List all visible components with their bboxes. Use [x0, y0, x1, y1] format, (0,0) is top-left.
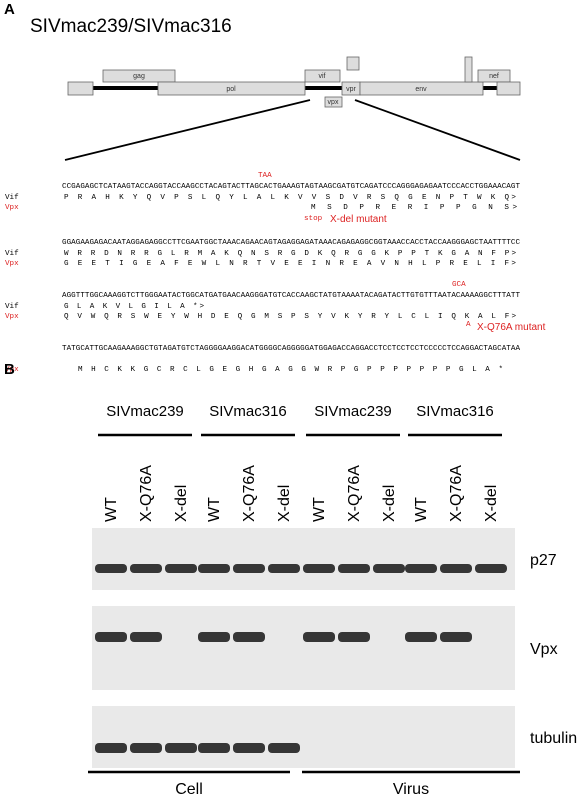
band	[440, 632, 472, 642]
row-label: Vif	[5, 194, 19, 202]
gene-label: nef	[489, 73, 499, 80]
band	[405, 632, 437, 642]
row-label: Vpx	[5, 204, 19, 212]
band	[130, 743, 162, 753]
lane-label: X-Q76A	[346, 465, 363, 522]
vpx-protein: M H C K K G C R C L G E G H G A G G W R …	[78, 366, 503, 374]
band	[338, 564, 370, 573]
group-label: SIVmac239	[106, 403, 184, 420]
codon-change: GCA	[452, 281, 466, 289]
lane-label: X-del	[483, 485, 500, 522]
lane-label: WT	[206, 497, 223, 522]
blot-panel	[92, 606, 515, 690]
sequence: TAA CCGAGAGCTCATAAGTACCAGGTACCAAGCCTACAG…	[5, 172, 546, 374]
band	[165, 564, 197, 573]
vpx-protein: M S D P R E R I P P G N S>	[311, 204, 517, 212]
western-blot: SIVmac239 WT X-Q76A X-del SIVmac316 WT X-Q76A X…	[88, 403, 577, 798]
band	[233, 743, 265, 753]
lane-label: X-Q76A	[448, 465, 465, 522]
mutation-codon: A	[466, 321, 471, 329]
blot-panel	[92, 706, 515, 768]
group-label: SIVmac239	[314, 403, 392, 420]
gene-label: vpr	[346, 86, 356, 93]
band	[95, 632, 127, 642]
lane-label: X-del	[173, 485, 190, 522]
mutation-note: X-Q76A mutant	[477, 322, 546, 333]
group-label: SIVmac316	[416, 403, 494, 420]
band	[198, 564, 230, 573]
lane-label: WT	[103, 497, 120, 522]
lane-label: WT	[413, 497, 430, 522]
band	[130, 632, 162, 642]
gene-label: vif	[319, 73, 326, 80]
row-label: tubulin	[530, 730, 577, 747]
gene-label: vpx	[328, 99, 339, 106]
band	[303, 632, 335, 642]
codon-change: TAA	[258, 172, 272, 180]
blot-panel	[92, 528, 515, 590]
gene-label: gag	[133, 73, 145, 80]
mutation-codon: stop	[304, 215, 323, 223]
gene-label: env	[415, 86, 427, 93]
row-label: Vif	[5, 303, 19, 311]
vif-protein: W R R D N R R G L R M A K Q N S R G D K …	[64, 250, 516, 258]
row-label: Vpx	[530, 641, 558, 658]
band	[165, 743, 197, 753]
row-label: Vpx	[5, 313, 19, 321]
dna: CCGAGAGCTCATAAGTACCAGGTACCAAGCCTACAGTACT…	[62, 183, 520, 191]
dna: GGAGAAGAGACAATAGGAGAGGCCTTCGAATGGCTAAACA…	[62, 239, 520, 247]
row-label: Vpx	[5, 366, 19, 374]
lane-label: X-Q76A	[138, 465, 155, 522]
fraction-label: Virus	[393, 781, 429, 798]
mutation-note: X-del mutant	[330, 214, 387, 225]
panel-label: B	[4, 361, 15, 378]
band	[198, 743, 230, 753]
genome-map: gag pol vif vpr vpx env nef	[64, 56, 521, 161]
band	[233, 632, 265, 642]
gene-label: pol	[226, 86, 236, 93]
band	[95, 564, 127, 573]
band	[373, 564, 405, 573]
vpx-protein: G E E T I G E A F E W L N R T V E E I N …	[64, 260, 516, 268]
band	[405, 564, 437, 573]
dna: TATGCATTGCAAGAAAGGCTGTAGATGTCTAGGGGAAGGA…	[62, 345, 520, 353]
band	[268, 564, 300, 573]
lane-label: X-del	[381, 485, 398, 522]
title: SIVmac239/SIVmac316	[30, 16, 232, 37]
lane-label: WT	[311, 497, 328, 522]
band	[233, 564, 265, 573]
lane-label: X-Q76A	[241, 465, 258, 522]
band	[95, 743, 127, 753]
band	[303, 564, 335, 573]
band	[268, 743, 300, 753]
vif-protein: P R A H K Y Q V P S L Q Y L A L K V V S …	[64, 194, 516, 202]
group-label: SIVmac316	[209, 403, 287, 420]
vif-protein: G L A K V L G I L A *>	[64, 303, 204, 311]
lane-label: X-del	[276, 485, 293, 522]
band	[130, 564, 162, 573]
row-label: Vpx	[5, 260, 19, 268]
band	[440, 564, 472, 573]
vpx-protein: Q V W Q R S W E Y W H D E Q G M S P S Y …	[64, 313, 516, 321]
fraction-label: Cell	[175, 781, 203, 798]
dna: AGGTTTGGCAAAGGTCTTGGGAATACTGGCATGATGAACA…	[62, 292, 520, 300]
row-label: Vif	[5, 250, 19, 258]
row-label: p27	[530, 552, 557, 569]
band	[338, 632, 370, 642]
panel-label: A	[4, 1, 15, 18]
band	[475, 564, 507, 573]
band	[198, 632, 230, 642]
